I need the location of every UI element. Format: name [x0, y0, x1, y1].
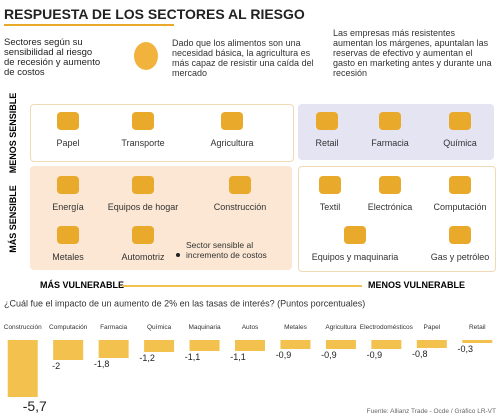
- title: RESPUESTA DE LOS SECTORES AL RIESGO: [4, 6, 305, 22]
- sector-icon: [449, 176, 471, 194]
- column-label: MENOS VULNERABLE: [368, 280, 466, 290]
- value-label: -0,9: [321, 350, 337, 360]
- bar: [325, 340, 356, 349]
- cost-note: Sector sensible al incremento de costos: [186, 240, 267, 260]
- x-tick-label: Retail: [469, 324, 486, 331]
- sector-icon: [132, 176, 154, 194]
- x-tick-label: Metales: [284, 324, 308, 331]
- value-label: -0,3: [458, 344, 474, 354]
- x-tick-label: Química: [147, 324, 172, 331]
- x-tick-label: Autos: [242, 324, 259, 331]
- value-label: -1,1: [185, 352, 201, 362]
- value-label: -0,9: [276, 350, 292, 360]
- x-tick-label: Computación: [49, 324, 88, 331]
- sector-icon: [379, 112, 401, 130]
- sector-icon: [57, 226, 79, 244]
- bar: [235, 340, 265, 351]
- x-tick-label: Construcción: [4, 324, 42, 331]
- arrow: [30, 283, 40, 289]
- intro: Sectores según su sensibilidad al riesgo…: [4, 37, 101, 78]
- bar: [53, 340, 84, 360]
- arrow-line: [122, 285, 362, 287]
- bar: [189, 340, 220, 351]
- sector-label: Agricultura: [210, 138, 254, 148]
- column-label: MÁS VULNERABLE: [40, 280, 125, 290]
- sector-label: Construcción: [213, 202, 267, 212]
- sector-label: Energía: [52, 202, 84, 212]
- sector-icon: [379, 176, 401, 194]
- sector-icon: [344, 226, 366, 244]
- sector-label: Metales: [52, 252, 84, 262]
- sector-icon: [132, 226, 154, 244]
- sector-icon: [319, 176, 341, 194]
- fruit-icon: [134, 42, 158, 70]
- chart: ¿Cuál fue el impacto de un aumento de 2%…: [4, 298, 496, 415]
- value-label: -0,9: [367, 350, 383, 360]
- value-label: -1,8: [94, 359, 110, 369]
- sector-label: Textil: [319, 202, 341, 212]
- x-tick-label: Maquinaria: [188, 324, 221, 331]
- sector-icon: [229, 176, 251, 194]
- title-rule: [4, 24, 174, 26]
- sector-icon: [57, 112, 79, 130]
- sector-label: Equipos de hogar: [107, 202, 179, 212]
- value-label: -1,1: [230, 352, 246, 362]
- x-tick-label: Papel: [424, 324, 441, 331]
- cost-dot: [176, 253, 180, 257]
- sector-label: Automotriz: [121, 252, 165, 262]
- sector-icon: [449, 226, 471, 244]
- sector-icon: [449, 112, 471, 130]
- value-label: -2: [52, 361, 60, 371]
- value-label: -5,7: [23, 398, 47, 414]
- bar: [280, 340, 311, 349]
- sector-label: Retail: [315, 138, 339, 148]
- x-tick-label: Electrodomésticos: [360, 324, 414, 331]
- sector-icon: [221, 112, 243, 130]
- sector-label: Transporte: [121, 138, 165, 148]
- sector-label: Farmacia: [371, 138, 409, 148]
- value-label: -0,8: [412, 349, 428, 359]
- sector-label: Electrónica: [367, 202, 413, 212]
- bar: [98, 340, 129, 358]
- note-food: Dado que los alimentos son una necesidad…: [172, 38, 314, 78]
- sector-label: Computación: [433, 202, 487, 212]
- sector-icon: [57, 176, 79, 194]
- sector-label: Equipos y maquinaria: [311, 252, 399, 262]
- value-label: -1,2: [139, 353, 155, 363]
- x-tick-label: Agricultura: [325, 324, 356, 331]
- note-resilient: Las empresas más resistentes aumentan lo…: [333, 28, 492, 78]
- bar: [371, 340, 402, 349]
- sector-label: Papel: [56, 138, 80, 148]
- sector-icon: [132, 112, 154, 130]
- row-label: MÁS SENSIBLE: [8, 185, 18, 253]
- source: Fuente: Allianz Trade - Ocde / Gráfico L…: [367, 408, 496, 415]
- bar: [144, 340, 175, 352]
- x-tick-label: Farmacia: [100, 324, 127, 331]
- bar: [462, 340, 493, 343]
- sector-label: Química: [443, 138, 477, 148]
- bar: [7, 340, 38, 397]
- bar: [416, 340, 447, 348]
- sector-icon: [316, 112, 338, 130]
- sector-label: Gas y petróleo: [430, 252, 490, 262]
- chart-title: ¿Cuál fue el impacto de un aumento de 2%…: [4, 298, 365, 308]
- row-label: MENOS SENSIBLE: [8, 92, 18, 174]
